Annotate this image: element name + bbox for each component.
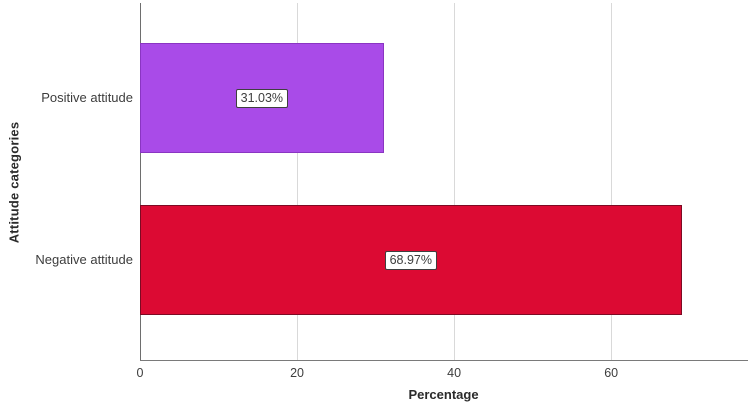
x-tick-label-40: 40	[447, 366, 462, 380]
gridline-20	[297, 3, 299, 360]
value-label-negative-attitude: 68.97%	[384, 250, 437, 270]
x-tick-label-20: 20	[290, 366, 304, 380]
bar-positive-attitude: 31.03%	[140, 43, 384, 153]
gridline-40	[454, 3, 456, 360]
y-axis-title: Attitude categories	[6, 121, 22, 244]
x-tick-label-60: 60	[604, 366, 619, 380]
x-tick-label-0: 0	[136, 366, 144, 380]
gridline-60	[611, 3, 613, 360]
x-axis-title: Percentage	[408, 387, 479, 402]
category-label-negative-attitude: Negative attitude	[35, 252, 133, 267]
value-label-positive-attitude: 31.03%	[235, 88, 289, 108]
category-label-positive-attitude: Positive attitude	[41, 90, 133, 105]
bar-negative-attitude: 68.97%	[140, 205, 682, 315]
y-axis-line	[140, 3, 141, 360]
x-axis-line	[140, 360, 748, 361]
